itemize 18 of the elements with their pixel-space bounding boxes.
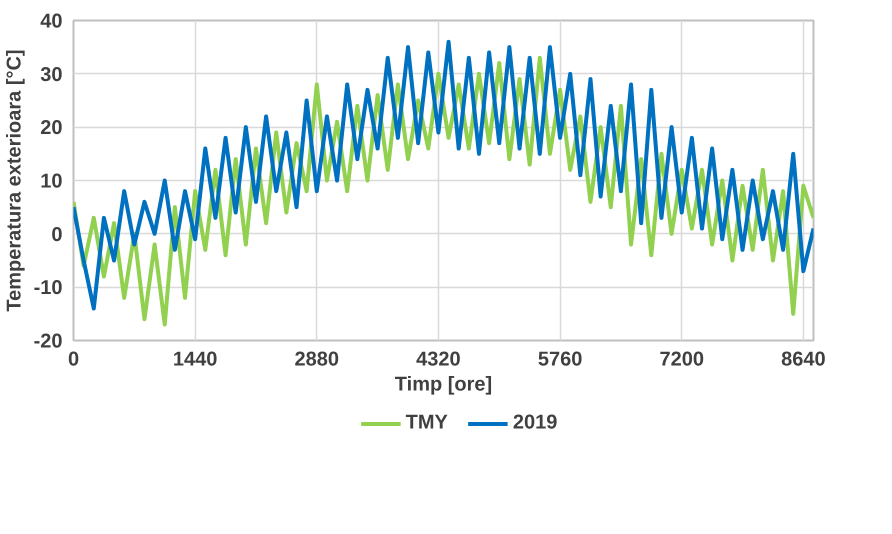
y-tick-label: 0 <box>51 224 62 246</box>
x-tick-label: 8640 <box>781 348 826 370</box>
x-tick-label: 4320 <box>416 348 461 370</box>
y-tick-label: 10 <box>40 170 63 192</box>
x-tick-label: 5760 <box>538 348 582 370</box>
y-tick-label: 40 <box>40 10 63 32</box>
x-tick-label: 0 <box>68 348 80 370</box>
legend-label: TMY <box>406 412 448 434</box>
y-axis-title: Temperatura exterioara [°C] <box>4 49 26 312</box>
x-tick-label: 2880 <box>294 348 340 370</box>
y-tick-label: -20 <box>34 330 62 352</box>
y-tick-label: 30 <box>40 64 63 86</box>
y-tick-label: 20 <box>40 117 63 140</box>
x-tick-label: 1440 <box>172 348 218 370</box>
y-tick-label: -10 <box>34 277 62 300</box>
x-axis-title: Timp [ore] <box>394 374 492 396</box>
legend-label: 2019 <box>512 412 558 434</box>
x-tick-label: 7200 <box>659 348 704 370</box>
